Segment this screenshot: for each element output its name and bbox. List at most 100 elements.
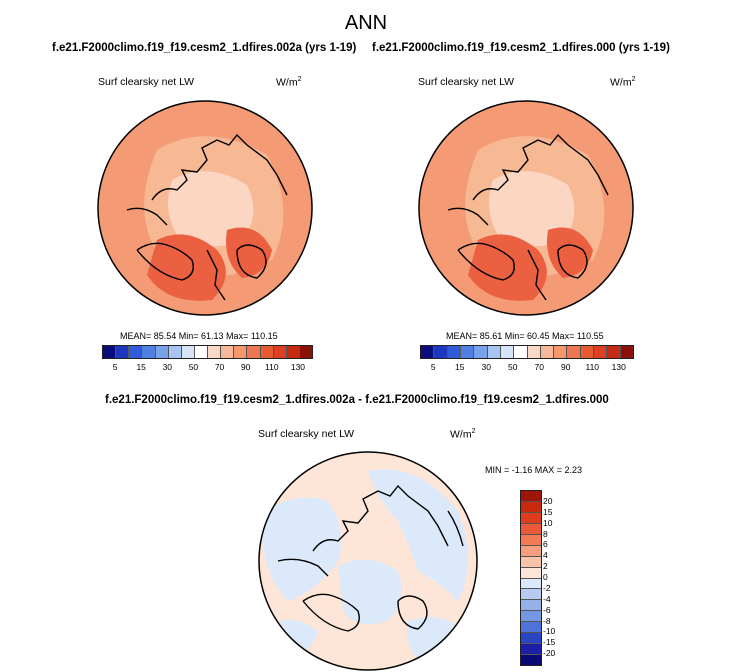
colorbar-tick-label: 15: [136, 362, 146, 372]
panel-2-units: W/m2: [610, 76, 636, 89]
colorbar-swatch: [273, 346, 287, 358]
colorbar-swatch: [299, 346, 312, 358]
colorbar-swatch: [521, 589, 541, 601]
panel-2-stats: MEAN= 85.61 Min= 60.45 Max= 110.55: [446, 331, 604, 341]
colorbar-tick-label: 5: [112, 362, 118, 372]
diff-title: f.e21.F2000climo.f19_f19.cesm2_1.dfires.…: [105, 394, 609, 406]
panel-1-polar-map: [97, 100, 313, 316]
panel-1-colorbar: [102, 345, 313, 359]
colorbar-swatch: [521, 622, 541, 634]
colorbar-tick-label: 5: [430, 362, 436, 372]
colorbar-tick-label: -8: [543, 615, 551, 626]
colorbar-swatch: [286, 346, 300, 358]
colorbar-swatch: [247, 346, 261, 358]
panel-1-stats: MEAN= 85.54 Min= 61.13 Max= 110.15: [120, 331, 278, 341]
colorbar-swatch: [447, 346, 461, 358]
diff-colorbar-labels: 20 15 10 8 6 4 2 0 -2 -4 -6 -8 -10 -15 -20: [543, 490, 583, 664]
colorbar-tick-label: 0: [543, 572, 548, 582]
panel-2-colorbar-labels: 5 15 30 50 70 90 110 130: [420, 362, 632, 374]
colorbar-swatch: [168, 346, 182, 358]
colorbar-swatch: [540, 346, 555, 358]
colorbar-swatch: [521, 655, 541, 665]
colorbar-tick-label: 2: [543, 561, 548, 572]
colorbar-tick-label: -20: [543, 648, 556, 659]
colorbar-tick-label: 15: [455, 362, 465, 372]
colorbar-swatch: [434, 346, 448, 358]
colorbar-tick-label: 70: [214, 362, 225, 372]
panel-1-colorbar-labels: 5 15 30 50 70 90 110 130: [102, 362, 311, 374]
panel-2-colorbar: [420, 345, 634, 359]
colorbar-tick-label: 90: [240, 362, 251, 372]
colorbar-swatch: [460, 346, 475, 358]
colorbar-tick-label: -2: [543, 582, 551, 593]
diff-stats: MIN = -1.16 MAX = 2.23: [485, 465, 583, 475]
colorbar-tick-label: 50: [188, 362, 199, 372]
panel-1-case-title: f.e21.F2000climo.f19_f19.cesm2_1.dfires.…: [52, 42, 357, 54]
colorbar-tick-label: -6: [543, 604, 551, 615]
colorbar-swatch: [181, 346, 195, 358]
colorbar-swatch: [521, 512, 541, 524]
colorbar-swatch: [521, 633, 541, 645]
colorbar-swatch: [521, 534, 541, 546]
colorbar-tick-label: 90: [561, 362, 571, 372]
colorbar-swatch: [521, 600, 541, 612]
colorbar-swatch: [554, 346, 568, 358]
colorbar-tick-label: 20: [543, 495, 553, 506]
colorbar-tick-label: 70: [534, 362, 544, 372]
colorbar-swatch: [521, 644, 541, 656]
colorbar-tick-label: 10: [543, 517, 553, 528]
colorbar-swatch: [155, 346, 169, 358]
diff-colorbar: [520, 490, 542, 666]
colorbar-swatch: [500, 346, 515, 358]
colorbar-tick-label: 4: [543, 550, 548, 561]
colorbar-tick-label: 50: [508, 362, 518, 372]
colorbar-swatch: [421, 346, 435, 358]
colorbar-swatch: [567, 346, 581, 358]
colorbar-swatch: [521, 567, 541, 579]
colorbar-tick-label: 110: [265, 362, 279, 372]
colorbar-swatch: [521, 523, 541, 535]
figure-title: ANN: [344, 12, 388, 34]
colorbar-tick-label: -15: [543, 637, 556, 648]
colorbar-swatch: [514, 346, 528, 358]
colorbar-tick-label: -4: [543, 593, 551, 604]
colorbar-tick-label: 110: [585, 362, 600, 372]
colorbar-tick-label: 8: [543, 528, 548, 539]
colorbar-swatch: [580, 346, 595, 358]
colorbar-swatch: [607, 346, 621, 358]
colorbar-swatch: [527, 346, 541, 358]
colorbar-swatch: [194, 346, 208, 358]
colorbar-tick-label: 15: [543, 506, 553, 517]
colorbar-swatch: [116, 346, 130, 358]
colorbar-tick-label: 130: [290, 362, 306, 372]
colorbar-swatch: [594, 346, 608, 358]
colorbar-swatch: [521, 578, 541, 590]
colorbar-swatch: [474, 346, 488, 358]
colorbar-swatch: [521, 491, 541, 502]
colorbar-tick-label: 30: [162, 362, 173, 372]
colorbar-tick-label: 130: [611, 362, 626, 372]
diff-units: W/m2: [450, 428, 476, 441]
colorbar-tick-label: -10: [543, 626, 556, 637]
panel-1-units: W/m2: [276, 76, 302, 89]
colorbar-swatch: [234, 346, 248, 358]
panel-2-polar-map: [418, 100, 634, 316]
colorbar-swatch: [208, 346, 222, 358]
colorbar-swatch: [521, 611, 541, 623]
colorbar-swatch: [103, 346, 117, 358]
colorbar-swatch: [620, 346, 633, 358]
colorbar-swatch: [221, 346, 235, 358]
panel-2-variable-label: Surf clearsky net LW: [418, 76, 515, 88]
colorbar-swatch: [521, 545, 541, 557]
colorbar-tick-label: 30: [481, 362, 491, 372]
colorbar-swatch: [521, 501, 541, 513]
diff-variable-label: Surf clearsky net LW: [258, 428, 355, 440]
panel-2-case-title: f.e21.F2000climo.f19_f19.cesm2_1.dfires.…: [372, 42, 670, 54]
colorbar-swatch: [142, 346, 156, 358]
colorbar-swatch: [487, 346, 501, 358]
colorbar-swatch: [521, 556, 541, 568]
panel-1-variable-label: Surf clearsky net LW: [98, 76, 195, 88]
colorbar-swatch: [260, 346, 274, 358]
colorbar-swatch: [129, 346, 143, 358]
colorbar-tick-label: 6: [543, 539, 548, 550]
